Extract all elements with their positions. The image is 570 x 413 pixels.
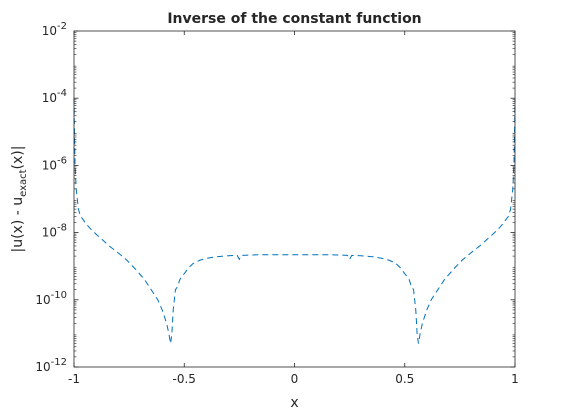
x-tick-label: 0 — [291, 372, 299, 386]
y-tick-label: 10-2 — [42, 21, 67, 38]
y-tick-label-base: 10 — [42, 226, 57, 240]
y-tick-label-base: 10 — [35, 360, 50, 374]
y-tick-label-base: 10 — [42, 24, 57, 38]
x-tick-label: 1 — [511, 372, 519, 386]
x-axis-label: x — [290, 395, 298, 411]
plot-area — [74, 31, 515, 367]
y-tick-label-exponent: -8 — [57, 223, 67, 234]
series-layer — [73, 98, 516, 344]
y-tick-label-base: 10 — [42, 91, 57, 105]
y-tick-label: 10-12 — [35, 357, 67, 374]
y-axis-label: |u(x) - uexact(x)| — [10, 145, 29, 252]
y-tick-label: 10-6 — [42, 155, 67, 172]
x-tick-labels: -1 -0.5 0 0.5 1 — [68, 372, 519, 386]
x-tick-label: -1 — [68, 372, 80, 386]
y-tick-label: 10-10 — [35, 290, 67, 307]
chart-title: Inverse of the constant function — [167, 11, 421, 27]
y-tick-label-base: 10 — [35, 293, 50, 307]
y-tick-label-exponent: -2 — [57, 21, 67, 32]
y-tick-label: 10-4 — [42, 88, 67, 105]
y-tick-label-exponent: -6 — [57, 155, 67, 166]
y-axis-label-suffix: (x)| — [10, 145, 26, 169]
x-tick-label: -0.5 — [173, 372, 196, 386]
x-tick-label: 0.5 — [395, 372, 414, 386]
tick-marks — [73, 30, 516, 368]
y-tick-label: 10-8 — [42, 223, 67, 240]
y-tick-label-exponent: -10 — [51, 290, 67, 301]
y-tick-label-exponent: -12 — [51, 357, 67, 368]
y-axis-label-prefix: |u(x) - u — [10, 197, 26, 253]
y-axis-label-subscript: exact — [18, 169, 29, 197]
y-tick-label-base: 10 — [42, 158, 57, 172]
series-line-0 — [73, 98, 516, 344]
y-tick-label-exponent: -4 — [57, 88, 67, 99]
